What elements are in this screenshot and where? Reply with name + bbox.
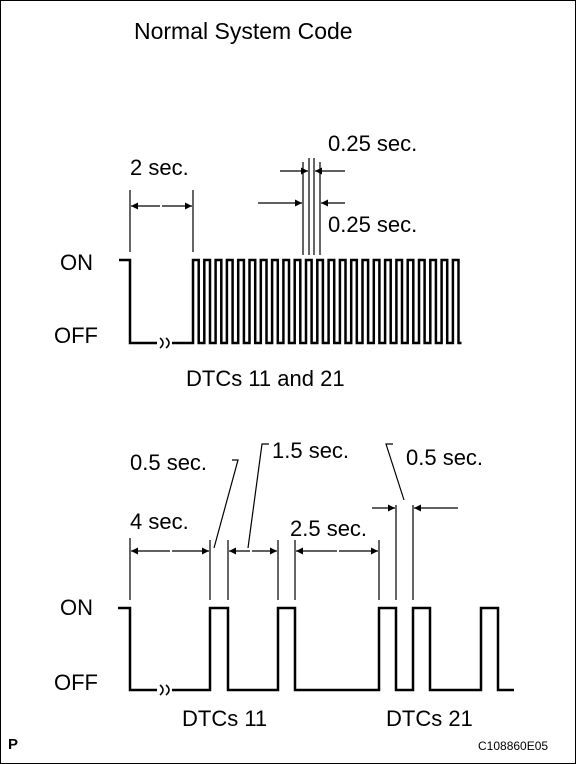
top-initial-delay-label: 2 sec. (130, 155, 189, 180)
top-break-mark (159, 337, 170, 349)
top-on-label: ON (60, 250, 93, 275)
bottom-waveform (118, 606, 514, 692)
top-pulse-on-label: 0.25 sec. (328, 131, 418, 156)
bottom-caption-left: DTCs 11 (182, 706, 268, 731)
bottom-pulse-width-label: 0.5 sec. (130, 450, 208, 475)
bottom-on-label: ON (60, 595, 93, 620)
figure-id: C108860E05 (478, 739, 549, 753)
bottom-pulse-width-2-label: 0.5 sec. (406, 445, 484, 470)
bottom-initial-delay-label: 4 sec. (130, 509, 189, 534)
corner-mark: P (8, 736, 19, 753)
bottom-dimensions (129, 443, 458, 600)
bottom-repeat-gap-label: 2.5 sec. (290, 516, 368, 541)
bottom-off-label: OFF (54, 670, 98, 695)
top-caption: DTCs 11 and 21 (186, 366, 345, 391)
bottom-break-mark (159, 684, 170, 696)
bottom-code-gap-label: 1.5 sec. (272, 438, 350, 463)
top-pulse-off-label: 0.25 sec. (328, 212, 418, 237)
top-waveform (119, 258, 462, 345)
top-off-label: OFF (54, 323, 98, 348)
top-dimensions (129, 158, 345, 255)
diagram-title: Normal System Code (134, 18, 353, 44)
bottom-caption-right: DTCs 21 (386, 706, 473, 731)
